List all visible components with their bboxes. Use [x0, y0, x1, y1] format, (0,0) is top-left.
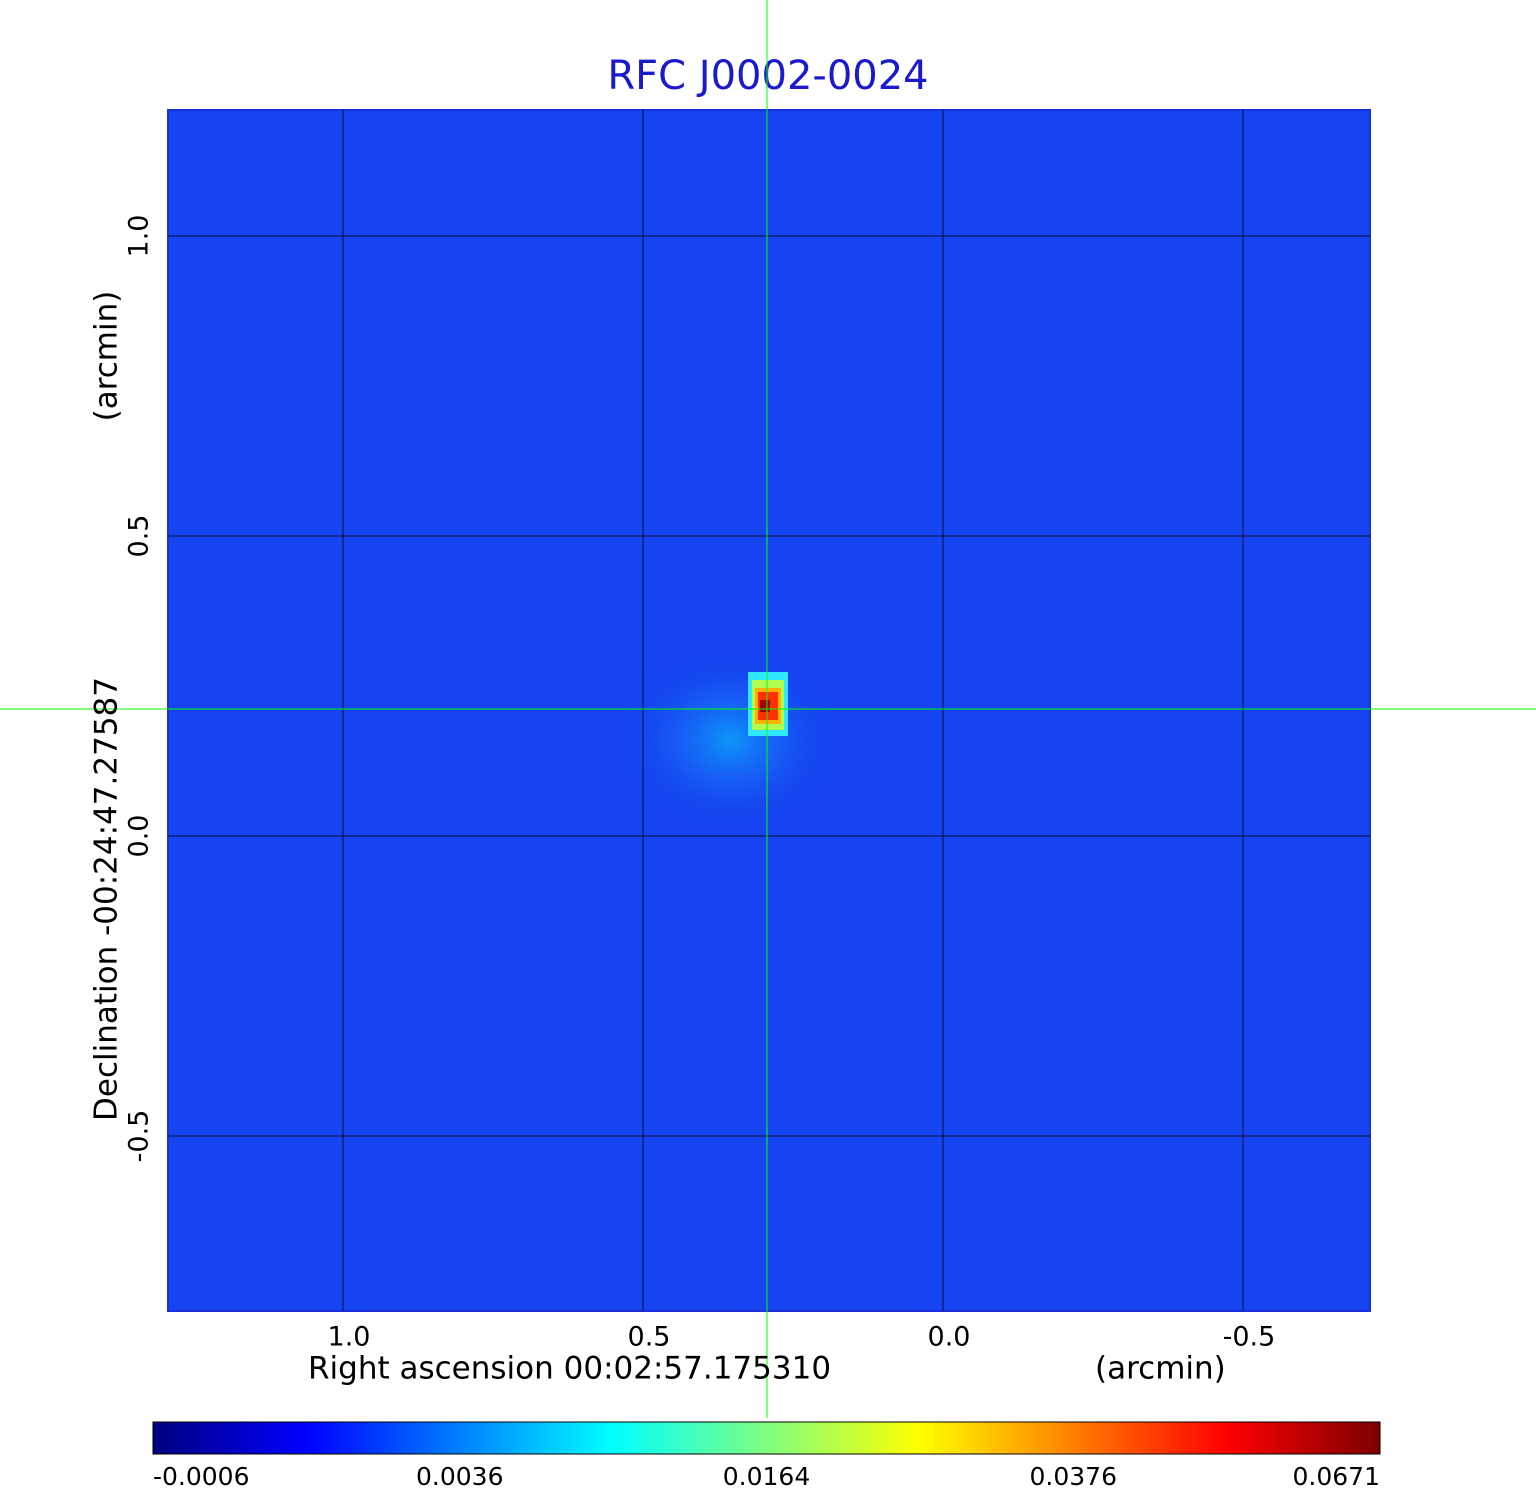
- x-tick-label: -0.5: [1223, 1322, 1276, 1353]
- source: [748, 672, 788, 736]
- y-axis-label: Declination -00:24:47.27587: [89, 677, 125, 1121]
- x-axis-label: Right ascension 00:02:57.175310: [308, 1351, 831, 1387]
- y-tick-label: 1.0: [124, 215, 155, 258]
- image-area: [167, 109, 1371, 1312]
- colorbar-tick-label: 0.0036: [416, 1462, 503, 1491]
- grid: [168, 110, 1370, 1311]
- colorbar-tick-label: 0.0164: [723, 1462, 810, 1491]
- y-tick-label: 0.5: [124, 515, 155, 558]
- x-tick-label: 0.5: [628, 1322, 671, 1353]
- source-halo: [620, 650, 840, 830]
- colorbar: [152, 1421, 1381, 1455]
- colorbar-tick-label: 0.0376: [1030, 1462, 1117, 1491]
- y-tick-label: -0.5: [124, 1110, 155, 1163]
- y-axis-unit: (arcmin): [89, 291, 125, 422]
- chart-title: RFC J0002-0024: [607, 53, 928, 99]
- colorbar-tick-label: 0.0671: [1293, 1462, 1380, 1491]
- x-tick-label: 0.0: [928, 1322, 971, 1353]
- y-tick-label: 0.0: [124, 815, 155, 858]
- colorbar-tick-label: -0.0006: [153, 1462, 250, 1491]
- x-tick-label: 1.0: [328, 1322, 371, 1353]
- x-axis-unit: (arcmin): [1095, 1351, 1226, 1387]
